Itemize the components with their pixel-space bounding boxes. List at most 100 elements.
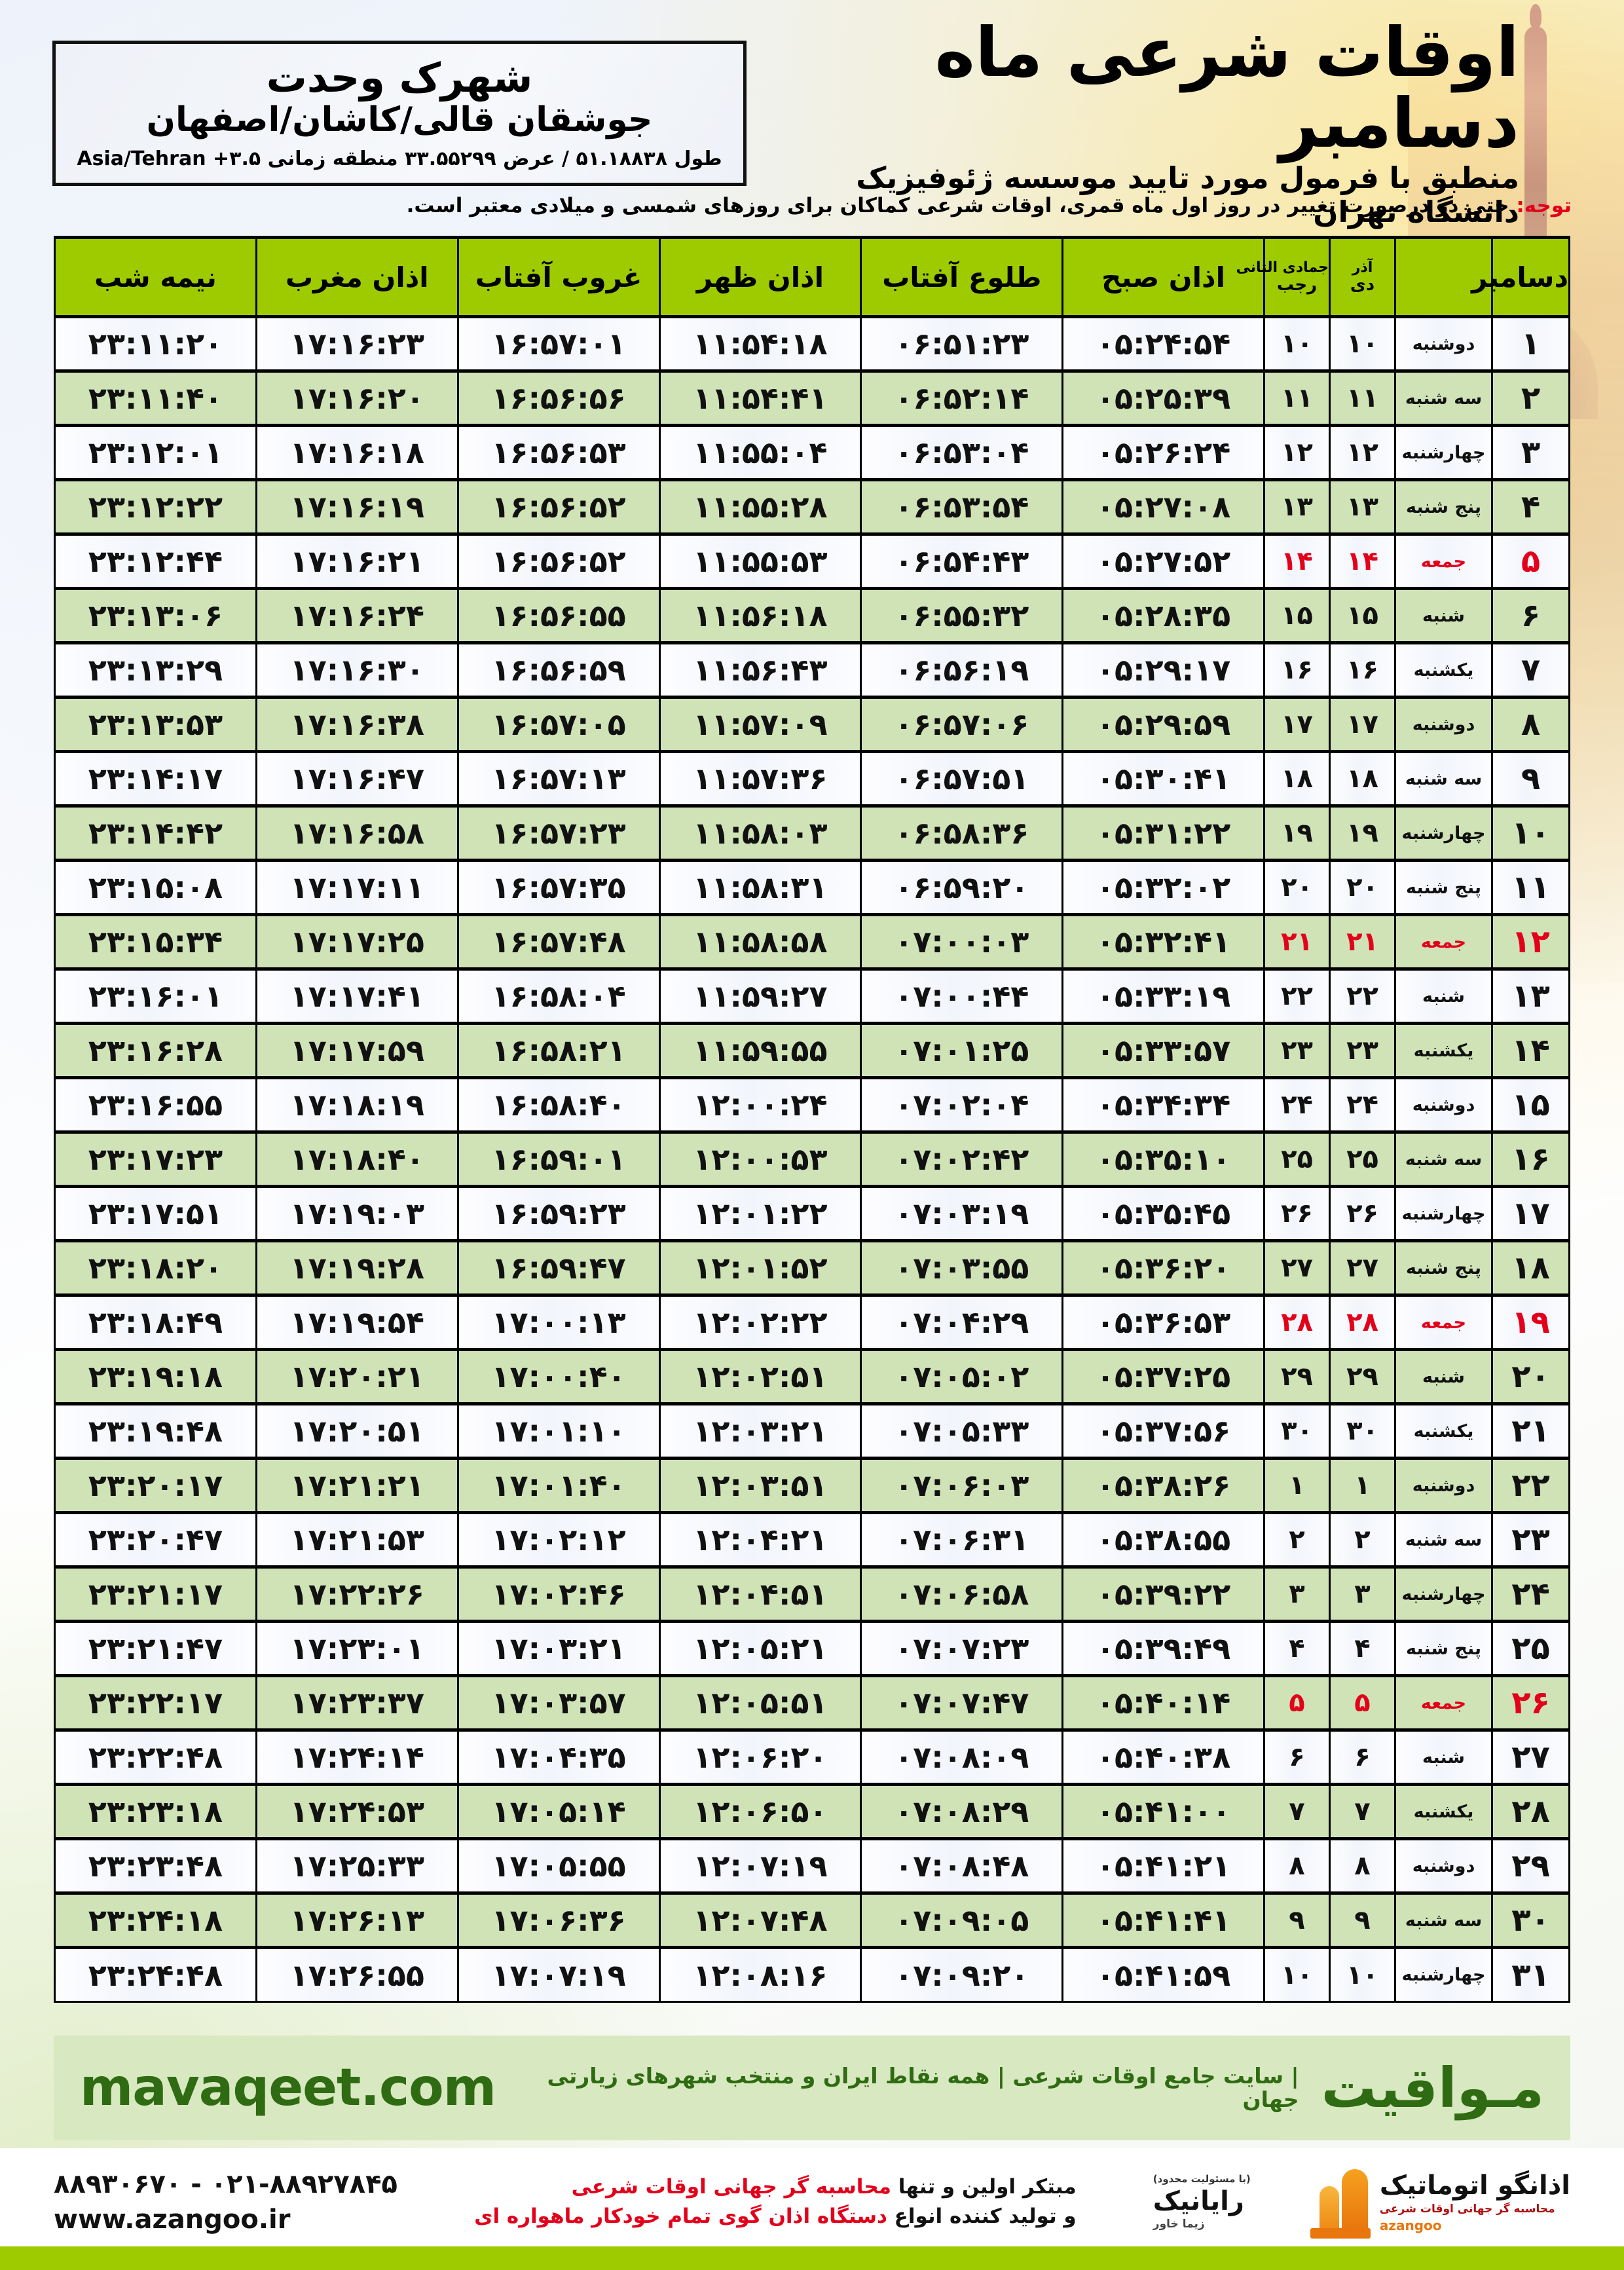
cell-sunset: ۱۶:۵۹:۰۱ xyxy=(456,1130,661,1188)
cell-maghrib: ۱۷:۱۶:۴۷ xyxy=(255,751,459,807)
cell-lunar-date: ۱۸ xyxy=(1263,751,1331,807)
cell-maghrib: ۱۷:۱۶:۲۱ xyxy=(255,533,459,589)
col-header-solar-month: آذر دی xyxy=(1329,236,1396,318)
table-header-row: دسامبر آذر دی جمادی الثانی رجب xyxy=(54,236,1570,318)
cell-midnight: ۲۳:۲۱:۱۷ xyxy=(54,1565,257,1623)
cell-weekday: چهارشنبه xyxy=(1394,1185,1493,1242)
cell-solar-date: ۴ xyxy=(1329,1620,1396,1677)
cell-solar-date: ۲۴ xyxy=(1329,1077,1396,1133)
cell-weekday: شنبه xyxy=(1394,1729,1493,1785)
cell-sunset: ۱۶:۵۹:۴۷ xyxy=(456,1239,661,1297)
cell-sunrise: ۰۶:۵۸:۳۶ xyxy=(860,804,1064,862)
cell-lunar-date: ۲۲ xyxy=(1263,968,1331,1024)
contact-phone: ۰۲۱-۸۸۹۲۷۸۴۵ - ۸۸۹۳۰۶۷۰ xyxy=(54,2169,397,2199)
cell-fajr: ۰۵:۲۷:۵۲ xyxy=(1061,533,1265,589)
mavaqeet-url[interactable]: mavaqeet.com xyxy=(80,2058,496,2117)
col-header-weekday xyxy=(1394,236,1493,318)
cell-sunrise: ۰۶:۵۷:۰۶ xyxy=(860,696,1064,753)
cell-dhuhr: ۱۱:۵۸:۵۸ xyxy=(658,913,862,971)
cell-midnight: ۲۳:۲۰:۴۷ xyxy=(54,1512,257,1568)
solar-month-second: دی xyxy=(1350,275,1375,295)
cell-sunrise: ۰۷:۰۶:۳۱ xyxy=(860,1512,1064,1568)
cell-lunar-date: ۱۷ xyxy=(1263,696,1331,753)
cell-midnight: ۲۳:۱۲:۰۱ xyxy=(54,424,257,481)
cell-weekday: پنج شنبه xyxy=(1394,859,1493,916)
table-row: ۳۰ سه شنبه ۹ ۹ ۰۵:۴۱:۴۱ ۰۷:۰۹:۰۵ ۱۲:۰۷:۴۸ ۱۷:۰۶… xyxy=(54,1891,1570,1949)
cell-fajr: ۰۵:۴۱:۴۱ xyxy=(1061,1891,1265,1949)
cell-gregorian-day: ۱۸ xyxy=(1491,1239,1570,1297)
cell-lunar-date: ۱۹ xyxy=(1263,804,1331,862)
claim-line-2: و تولید کننده انواع دستگاه اذان گوی تمام… xyxy=(474,2202,1077,2231)
solar-month-first: آذر xyxy=(1352,259,1373,276)
cell-fajr: ۰۵:۳۲:۴۱ xyxy=(1061,913,1265,971)
cell-sunset: ۱۶:۵۶:۵۲ xyxy=(456,478,661,536)
cell-maghrib: ۱۷:۲۶:۵۵ xyxy=(255,1946,459,2003)
page-header: اوقات شرعی ماه دسامبر منطبق با فرمول مور… xyxy=(0,0,1624,265)
cell-maghrib: ۱۷:۲۲:۲۶ xyxy=(255,1565,459,1623)
contact-website[interactable]: www.azangoo.ir xyxy=(54,2205,291,2235)
cell-solar-date: ۱۳ xyxy=(1329,478,1396,536)
cell-dhuhr: ۱۲:۰۱:۲۲ xyxy=(658,1185,862,1242)
cell-sunrise: ۰۶:۵۳:۵۴ xyxy=(860,478,1064,536)
cell-gregorian-day: ۲۳ xyxy=(1491,1512,1570,1568)
azangoo-latin-name: azangoo xyxy=(1379,2218,1442,2233)
cell-sunrise: ۰۶:۵۲:۱۴ xyxy=(860,369,1064,427)
table-row: ۲۰ شنبه ۲۹ ۲۹ ۰۵:۳۷:۲۵ ۰۷:۰۵:۰۲ ۱۲:۰۲:۵۱ ۱۷:۰۰:… xyxy=(54,1348,1570,1405)
cell-sunset: ۱۷:۰۵:۵۵ xyxy=(456,1838,661,1894)
cell-lunar-date: ۱۳ xyxy=(1263,478,1331,536)
cell-sunset: ۱۶:۵۷:۴۸ xyxy=(456,913,661,971)
cell-fajr: ۰۵:۳۴:۳۴ xyxy=(1061,1077,1265,1133)
cell-midnight: ۲۳:۱۶:۵۵ xyxy=(54,1077,257,1133)
cell-midnight: ۲۳:۱۳:۲۹ xyxy=(54,642,257,698)
cell-sunrise: ۰۷:۰۲:۴۲ xyxy=(860,1130,1064,1188)
title-block: اوقات شرعی ماه دسامبر منطبق با فرمول مور… xyxy=(760,17,1520,265)
cell-maghrib: ۱۷:۲۴:۵۳ xyxy=(255,1783,459,1840)
cell-weekday: یکشنبه xyxy=(1394,1022,1493,1079)
cell-solar-date: ۲۵ xyxy=(1329,1130,1396,1188)
cell-midnight: ۲۳:۲۲:۱۷ xyxy=(54,1674,257,1732)
cell-midnight: ۲۳:۱۶:۰۱ xyxy=(54,968,257,1024)
cell-midnight: ۲۳:۲۱:۴۷ xyxy=(54,1620,257,1677)
cell-sunrise: ۰۶:۵۶:۱۹ xyxy=(860,642,1064,698)
table-row: ۳ چهارشنبه ۱۲ ۱۲ ۰۵:۲۶:۲۴ ۰۶:۵۳:۰۴ ۱۱:۵۵:۰۴ ۱۶:… xyxy=(54,424,1570,481)
cell-solar-date: ۱۶ xyxy=(1329,642,1396,698)
cell-gregorian-day: ۱۵ xyxy=(1491,1077,1570,1133)
cell-dhuhr: ۱۱:۵۶:۴۳ xyxy=(658,642,862,698)
cell-maghrib: ۱۷:۱۶:۳۸ xyxy=(255,696,459,753)
cell-gregorian-day: ۲۶ xyxy=(1491,1674,1570,1732)
cell-midnight: ۲۳:۱۵:۰۸ xyxy=(54,859,257,916)
cell-lunar-date: ۲۹ xyxy=(1263,1348,1331,1405)
cell-midnight: ۲۳:۱۹:۴۸ xyxy=(54,1403,257,1459)
cell-sunrise: ۰۷:۰۵:۰۲ xyxy=(860,1348,1064,1405)
cell-midnight: ۲۳:۲۳:۴۸ xyxy=(54,1838,257,1894)
cell-sunrise: ۰۷:۰۷:۴۷ xyxy=(860,1674,1064,1732)
cell-lunar-date: ۴ xyxy=(1263,1620,1331,1677)
cell-midnight: ۲۳:۱۴:۴۲ xyxy=(54,804,257,862)
cell-fajr: ۰۵:۴۱:۵۹ xyxy=(1061,1946,1265,2003)
claim-line-1-highlight: محاسبه گر جهانی اوقات شرعی xyxy=(571,2175,891,2199)
cell-fajr: ۰۵:۲۵:۳۹ xyxy=(1061,369,1265,427)
cell-gregorian-day: ۱۲ xyxy=(1491,913,1570,971)
cell-lunar-date: ۱۶ xyxy=(1263,642,1331,698)
cell-fajr: ۰۵:۴۰:۳۸ xyxy=(1061,1729,1265,1785)
cell-fajr: ۰۵:۲۸:۳۵ xyxy=(1061,587,1265,644)
cell-maghrib: ۱۷:۱۹:۲۸ xyxy=(255,1239,459,1297)
cell-solar-date: ۱۷ xyxy=(1329,696,1396,753)
table-row: ۸ دوشنبه ۱۷ ۱۷ ۰۵:۲۹:۵۹ ۰۶:۵۷:۰۶ ۱۱:۵۷:۰۹ ۱۶:۵۷… xyxy=(54,696,1570,753)
cell-weekday: یکشنبه xyxy=(1394,1403,1493,1459)
cell-sunset: ۱۷:۰۳:۵۷ xyxy=(456,1674,661,1732)
cell-dhuhr: ۱۲:۰۷:۴۸ xyxy=(658,1891,862,1949)
cell-midnight: ۲۳:۲۴:۴۸ xyxy=(54,1946,257,2003)
cell-midnight: ۲۳:۱۹:۱۸ xyxy=(54,1348,257,1405)
cell-maghrib: ۱۷:۱۶:۲۴ xyxy=(255,587,459,644)
cell-dhuhr: ۱۲:۰۵:۵۱ xyxy=(658,1674,862,1732)
cell-gregorian-day: ۱۱ xyxy=(1491,859,1570,916)
cell-fajr: ۰۵:۳۵:۱۰ xyxy=(1061,1130,1265,1188)
cell-dhuhr: ۱۱:۵۷:۳۶ xyxy=(658,751,862,807)
cell-sunrise: ۰۷:۰۱:۲۵ xyxy=(860,1022,1064,1079)
cell-sunrise: ۰۷:۰۲:۰۴ xyxy=(860,1077,1064,1133)
cell-dhuhr: ۱۱:۵۸:۰۳ xyxy=(658,804,862,862)
cell-sunset: ۱۷:۰۰:۴۰ xyxy=(456,1348,661,1405)
cell-midnight: ۲۳:۲۳:۱۸ xyxy=(54,1783,257,1840)
cell-fajr: ۰۵:۳۱:۲۲ xyxy=(1061,804,1265,862)
